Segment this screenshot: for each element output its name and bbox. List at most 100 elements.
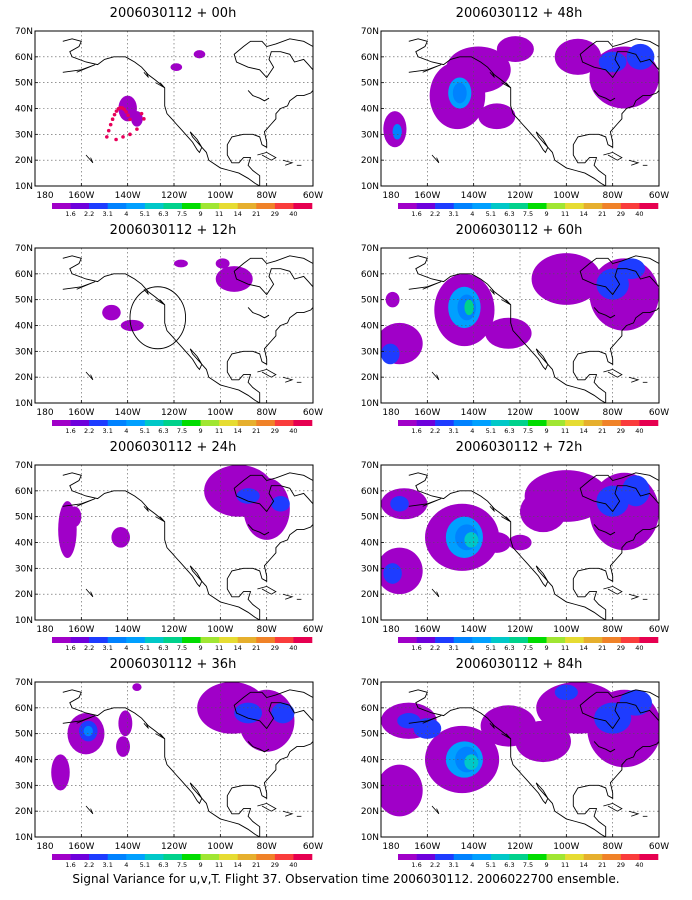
lat-tick-label: 30N — [15, 347, 33, 357]
colorbar-label: 5.1 — [486, 210, 496, 217]
colorbar-swatch — [89, 637, 109, 643]
colorbar-swatch — [70, 203, 90, 209]
colorbar-label: 2.2 — [84, 427, 94, 434]
coastline — [572, 90, 659, 186]
lon-tick-label: 60W — [649, 408, 669, 418]
lon-tick-label: 60W — [303, 191, 323, 201]
variance-region — [478, 103, 516, 130]
map-svg: 10N 20N 30N 40N 50N 60N 70N 180 160W 140W 120W 100W… — [15, 244, 323, 434]
lon-tick-label: 120W — [507, 625, 533, 635]
colorbar-swatch — [200, 637, 220, 643]
colorbar-label: 21 — [252, 644, 260, 651]
colorbar-swatch — [182, 637, 201, 643]
observation-point — [122, 107, 126, 112]
lat-tick-label: 70N — [361, 678, 379, 688]
lat-tick-label: 40N — [361, 105, 379, 115]
panel-24h: 2006030112 + 24h 10N 20N 30N 40N 50N 60N 70N 18… — [0, 434, 346, 651]
colorbar-swatch — [546, 420, 566, 426]
colorbar-label: 7.5 — [177, 861, 187, 868]
colorbar-label: 21 — [598, 210, 606, 217]
colorbar-label: 9 — [545, 644, 549, 651]
variance-region — [131, 111, 143, 127]
lat-tick-label: 60N — [361, 704, 379, 714]
colorbar-label: 6.3 — [504, 427, 514, 434]
colorbar-label: 21 — [598, 644, 606, 651]
colorbar-label: 5.1 — [140, 861, 150, 868]
coastline — [489, 506, 495, 512]
colorbar-label: 29 — [271, 861, 279, 868]
colorbar-swatch — [639, 637, 659, 643]
colorbar-label: 40 — [635, 427, 643, 434]
colorbar-label: 2.2 — [84, 861, 94, 868]
coastline — [579, 689, 659, 730]
lon-tick-label: 120W — [161, 842, 187, 852]
colorbar-swatch — [237, 203, 257, 209]
colorbar-label: 2.2 — [430, 644, 440, 651]
map-content — [381, 465, 659, 620]
colorbar-label: 40 — [635, 644, 643, 651]
map-content — [35, 248, 313, 403]
colorbar-swatch — [256, 637, 276, 643]
lon-tick-label: 100W — [553, 625, 579, 635]
colorbar-swatch — [182, 203, 201, 209]
lat-tick-label: 30N — [361, 347, 379, 357]
lat-tick-label: 40N — [15, 756, 33, 766]
lon-tick-label: 100W — [207, 625, 233, 635]
lat-tick-label: 20N — [15, 373, 33, 383]
colorbar-swatch — [639, 420, 659, 426]
lat-tick-label: 70N — [15, 678, 33, 688]
colorbar-swatch — [144, 637, 164, 643]
lon-tick-label: 180 — [382, 842, 399, 852]
colorbar-label: 40 — [289, 210, 297, 217]
colorbar-label: 6.3 — [158, 210, 168, 217]
colorbar-swatch — [52, 420, 71, 426]
colorbar-label: 1.6 — [411, 861, 421, 868]
lon-tick-label: 180 — [382, 625, 399, 635]
observation-point — [108, 122, 113, 127]
colorbar-label: 40 — [635, 861, 643, 868]
panel-60h: 2006030112 + 60h 10N 20N 30N 40N 50N 60N 70N 18… — [346, 217, 692, 434]
coastline — [155, 733, 165, 740]
lat-tick-label: 10N — [361, 399, 379, 409]
lon-tick-label: 100W — [553, 191, 579, 201]
lat-tick-label: 10N — [361, 182, 379, 192]
map-svg: 10N 20N 30N 40N 50N 60N 70N 180 160W 140W 120W 100W… — [15, 27, 323, 217]
lon-tick-label: 120W — [507, 191, 533, 201]
colorbar-swatch — [89, 854, 109, 860]
observation-point — [114, 137, 118, 142]
coastline — [257, 585, 277, 595]
coastline — [593, 307, 616, 319]
coastline — [143, 289, 149, 295]
colorbar-swatch — [472, 203, 492, 209]
lat-tick-label: 20N — [15, 156, 33, 166]
colorbar-swatch — [200, 203, 220, 209]
lon-tick-label: 100W — [553, 408, 579, 418]
variance-region — [102, 304, 121, 321]
variance-region — [215, 258, 230, 269]
map-svg: 10N 20N 30N 40N 50N 60N 70N 180 160W 140W 120W 100W… — [361, 461, 669, 651]
lon-tick-label: 80W — [256, 191, 276, 201]
map-content — [381, 248, 659, 403]
map-content — [35, 31, 313, 186]
colorbar-swatch — [490, 203, 510, 209]
observation-point — [128, 132, 132, 137]
colorbar-label: 14 — [234, 210, 242, 217]
coastline — [226, 741, 313, 837]
map-content — [381, 31, 659, 186]
lon-tick-label: 160W — [68, 625, 94, 635]
lon-tick-label: 60W — [649, 625, 669, 635]
lat-tick-label: 30N — [361, 564, 379, 574]
variance-region — [381, 343, 400, 365]
colorbar-label: 4 — [470, 861, 474, 868]
colorbar-label: 3.1 — [449, 644, 459, 651]
panel-72h: 2006030112 + 72h 10N 20N 30N 40N 50N 60N 70N 18… — [346, 434, 692, 651]
colorbar-swatch — [490, 854, 510, 860]
figure-caption: Signal Variance for u,v,T. Flight 37. Ob… — [72, 872, 620, 886]
colorbar-swatch — [52, 203, 71, 209]
colorbar-label: 14 — [234, 427, 242, 434]
variance-region — [132, 683, 142, 692]
colorbar-swatch — [490, 420, 510, 426]
colorbar-label: 21 — [252, 427, 260, 434]
variance-region — [236, 488, 260, 504]
colorbar-swatch — [583, 854, 603, 860]
